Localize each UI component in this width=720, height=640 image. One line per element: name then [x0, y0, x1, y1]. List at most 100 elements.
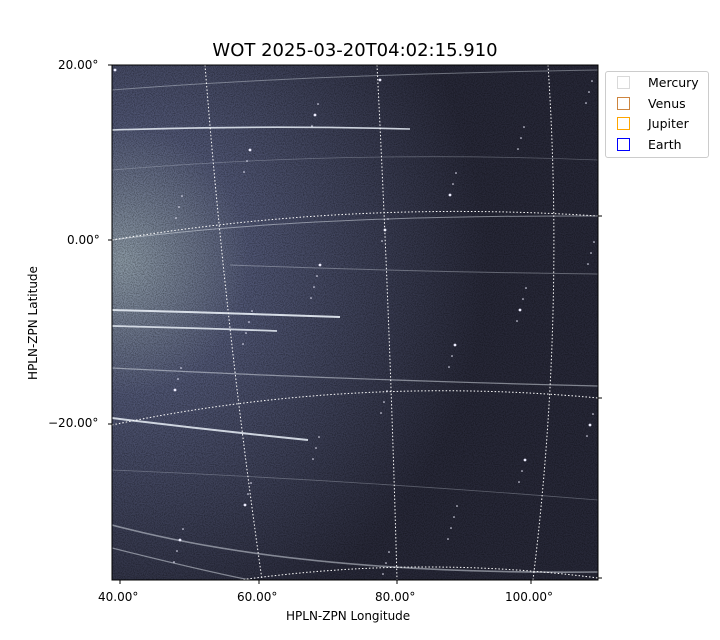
legend-swatch: [617, 76, 630, 89]
star: [177, 378, 179, 380]
star: [385, 562, 387, 564]
star: [318, 263, 322, 267]
star: [387, 218, 389, 220]
grid-line: [239, 566, 598, 580]
streak: [112, 126, 411, 131]
star: [588, 91, 590, 93]
grid-line: [112, 390, 598, 426]
grid-line: [532, 65, 555, 580]
star: [181, 195, 183, 197]
star: [318, 436, 320, 438]
streak: [112, 156, 598, 171]
streak: [112, 215, 598, 241]
star: [247, 493, 249, 495]
star: [456, 505, 458, 507]
x-axis-label: HPLN-ZPN Longitude: [286, 609, 411, 623]
star: [178, 538, 182, 542]
grid-line: [204, 65, 263, 580]
streak: [112, 367, 598, 387]
star: [593, 241, 595, 243]
star: [315, 447, 317, 449]
streak: [112, 469, 598, 501]
star: [378, 78, 382, 82]
star: [518, 481, 520, 483]
star: [448, 366, 450, 368]
star: [243, 171, 245, 173]
star: [312, 458, 314, 460]
star: [173, 561, 175, 563]
y-tick-label: 0.00°: [67, 233, 100, 247]
star: [383, 401, 385, 403]
star: [178, 206, 180, 208]
star: [382, 573, 384, 575]
legend-label: Venus: [648, 96, 686, 111]
star: [245, 332, 247, 334]
star: [592, 413, 594, 415]
star: [381, 240, 383, 242]
star: [248, 321, 250, 323]
star: [388, 551, 390, 553]
star: [313, 286, 315, 288]
star: [452, 183, 454, 185]
star: [586, 435, 588, 437]
y-tick-label: −20.00°: [48, 416, 99, 430]
streak: [112, 417, 309, 441]
star: [591, 80, 593, 82]
star: [316, 275, 318, 277]
star: [523, 458, 527, 462]
star: [250, 482, 252, 484]
streak: [112, 547, 251, 580]
star: [176, 550, 178, 552]
grid-line: [376, 65, 398, 580]
legend-swatch: [617, 97, 630, 110]
star: [588, 423, 592, 427]
legend-label: Mercury: [648, 75, 699, 90]
star: [243, 503, 247, 507]
streak: [112, 69, 598, 91]
star: [455, 172, 457, 174]
star: [246, 160, 248, 162]
legend-swatch: [617, 138, 630, 151]
star: [518, 308, 522, 312]
star: [317, 103, 319, 105]
star: [380, 412, 382, 414]
plot-frame: [111, 64, 599, 581]
star: [587, 263, 589, 265]
x-tick-label: 80.00°: [375, 590, 416, 604]
x-tick-label: 60.00°: [237, 590, 278, 604]
star: [182, 528, 184, 530]
y-axis-label: HPLN-ZPN Latitude: [26, 266, 40, 380]
star: [453, 516, 455, 518]
streak: [229, 264, 598, 275]
legend: Mercury Venus Jupiter Earth: [605, 71, 709, 158]
star: [451, 355, 453, 357]
legend-label: Jupiter: [648, 116, 689, 131]
star: [248, 148, 252, 152]
star: [311, 125, 313, 127]
streak: [112, 524, 598, 573]
star: [453, 343, 457, 347]
star: [251, 310, 253, 312]
star: [175, 217, 177, 219]
star: [523, 126, 525, 128]
star: [525, 287, 527, 289]
star: [450, 527, 452, 529]
star: [310, 297, 312, 299]
legend-swatch: [617, 117, 630, 130]
x-tick-label: 100.00°: [505, 590, 553, 604]
star: [448, 193, 452, 197]
star: [517, 148, 519, 150]
star: [173, 388, 177, 392]
star: [242, 343, 244, 345]
star: [585, 102, 587, 104]
chart-title: WOT 2025-03-20T04:02:15.910: [212, 40, 498, 61]
star: [520, 137, 522, 139]
streak: [112, 325, 278, 332]
star: [590, 252, 592, 254]
star: [521, 470, 523, 472]
legend-label: Earth: [648, 137, 682, 152]
star: [447, 538, 449, 540]
x-tick-label: 40.00°: [98, 590, 139, 604]
